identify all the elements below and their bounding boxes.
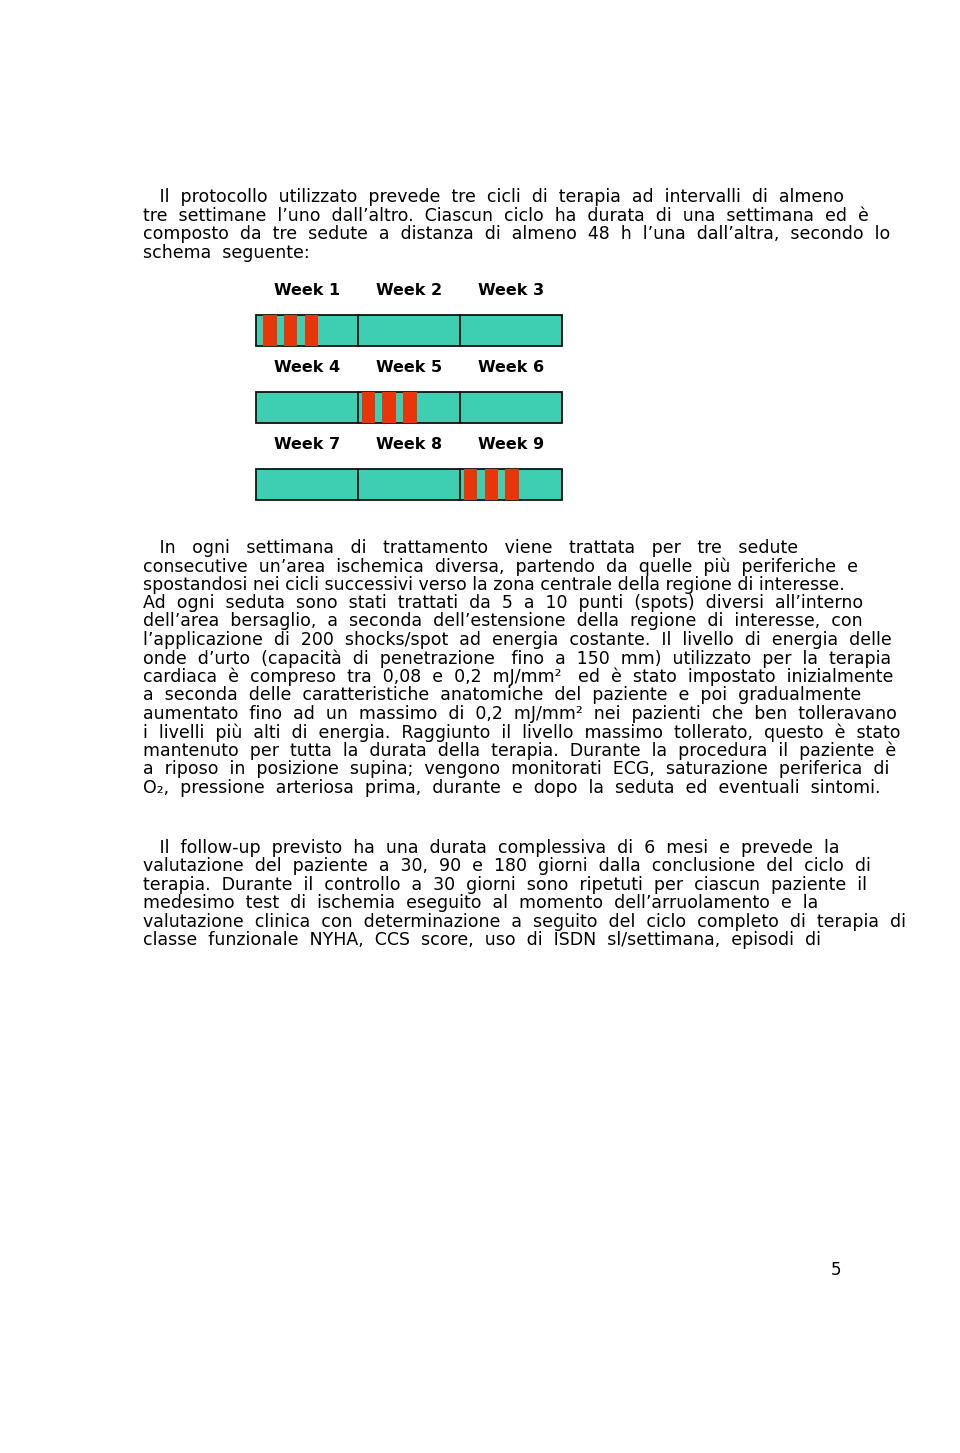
Text: i  livelli  più  alti  di  energia.  Raggiunto  il  livello  massimo  tollerato,: i livelli più alti di energia. Raggiunto… xyxy=(143,724,900,742)
Text: Week 9: Week 9 xyxy=(478,437,543,452)
Text: mantenuto  per  tutta  la  durata  della  terapia.  Durante  la  procedura  il  : mantenuto per tutta la durata della tera… xyxy=(143,742,897,760)
Bar xyxy=(403,392,417,423)
Text: Week 8: Week 8 xyxy=(375,437,442,452)
Text: aumentato  fino  ad  un  massimo  di  0,2  mJ/mm²  nei  pazienti  che  ben  toll: aumentato fino ad un massimo di 0,2 mJ/m… xyxy=(143,705,898,724)
Bar xyxy=(382,392,396,423)
Text: valutazione  del  paziente  a  30,  90  e  180  giorni  dalla  conclusione  del : valutazione del paziente a 30, 90 e 180 … xyxy=(143,857,871,875)
Text: terapia.  Durante  il  controllo  a  30  giorni  sono  ripetuti  per  ciascun  p: terapia. Durante il controllo a 30 giorn… xyxy=(143,876,867,894)
Text: spostandosi nei cicli successivi verso la zona centrale della regione di interes: spostandosi nei cicli successivi verso l… xyxy=(143,575,845,593)
Text: 5: 5 xyxy=(830,1261,841,1279)
Text: Week 1: Week 1 xyxy=(274,283,340,298)
Bar xyxy=(255,392,562,423)
Bar xyxy=(485,469,497,500)
Text: Week 6: Week 6 xyxy=(478,360,543,375)
Text: consecutive  un’area  ischemica  diversa,  partendo  da  quelle  più  periferich: consecutive un’area ischemica diversa, p… xyxy=(143,556,858,575)
Text: schema  seguente:: schema seguente: xyxy=(143,244,310,262)
Text: a  seconda  delle  caratteristiche  anatomiche  del  paziente  e  poi  gradualme: a seconda delle caratteristiche anatomic… xyxy=(143,686,861,705)
Text: medesimo  test  di  ischemia  eseguito  al  momento  dell’arruolamento  e  la: medesimo test di ischemia eseguito al mo… xyxy=(143,894,819,912)
Text: dell’area  bersaglio,  a  seconda  dell’estensione  della  regione  di  interess: dell’area bersaglio, a seconda dell’este… xyxy=(143,613,863,631)
Bar xyxy=(255,469,562,500)
Text: O₂,  pressione  arteriosa  prima,  durante  e  dopo  la  seduta  ed  eventuali  : O₂, pressione arteriosa prima, durante e… xyxy=(143,779,880,796)
Text: Ad  ogni  seduta  sono  stati  trattati  da  5  a  10  punti  (spots)  diversi  : Ad ogni seduta sono stati trattati da 5 … xyxy=(143,594,863,612)
Text: composto  da  tre  sedute  a  distanza  di  almeno  48  h  l’una  dall’altra,  s: composto da tre sedute a distanza di alm… xyxy=(143,225,891,243)
Text: Week 2: Week 2 xyxy=(375,283,442,298)
Text: In   ogni   settimana   di   trattamento   viene   trattata   per   tre   sedute: In ogni settimana di trattamento viene t… xyxy=(143,539,799,556)
Bar xyxy=(263,315,276,346)
Text: Week 4: Week 4 xyxy=(274,360,340,375)
Text: Week 7: Week 7 xyxy=(274,437,340,452)
Bar xyxy=(255,315,562,346)
Text: Week 5: Week 5 xyxy=(375,360,442,375)
Text: a  riposo  in  posizione  supina;  vengono  monitorati  ECG,  saturazione  perif: a riposo in posizione supina; vengono mo… xyxy=(143,760,890,779)
Text: cardiaca  è  compreso  tra  0,08  e  0,2  mJ/mm²   ed  è  stato  impostato  iniz: cardiaca è compreso tra 0,08 e 0,2 mJ/mm… xyxy=(143,668,894,686)
Text: classe  funzionale  NYHA,  CCS  score,  uso  di  ISDN  sl/settimana,  episodi  d: classe funzionale NYHA, CCS score, uso d… xyxy=(143,931,821,949)
Text: tre  settimane  l’uno  dall’altro.  Ciascun  ciclo  ha  durata  di  una  settima: tre settimane l’uno dall’altro. Ciascun … xyxy=(143,206,869,225)
Text: Il  follow-up  previsto  ha  una  durata  complessiva  di  6  mesi  e  prevede  : Il follow-up previsto ha una durata comp… xyxy=(143,838,840,857)
Bar xyxy=(284,315,298,346)
Text: Week 3: Week 3 xyxy=(478,283,543,298)
Text: Il  protocollo  utilizzato  prevede  tre  cicli  di  terapia  ad  intervalli  di: Il protocollo utilizzato prevede tre cic… xyxy=(143,189,844,206)
Text: valutazione  clinica  con  determinazione  a  seguito  del  ciclo  completo  di : valutazione clinica con determinazione a… xyxy=(143,912,906,931)
Bar xyxy=(362,392,374,423)
Bar xyxy=(305,315,319,346)
Text: l’applicazione  di  200  shocks/spot  ad  energia  costante.  Il  livello  di  e: l’applicazione di 200 shocks/spot ad ene… xyxy=(143,631,892,649)
Bar xyxy=(505,469,518,500)
Text: onde  d’urto  (capacità  di  penetrazione   fino  a  150  mm)  utilizzato  per  : onde d’urto (capacità di penetrazione fi… xyxy=(143,649,892,668)
Bar xyxy=(464,469,477,500)
